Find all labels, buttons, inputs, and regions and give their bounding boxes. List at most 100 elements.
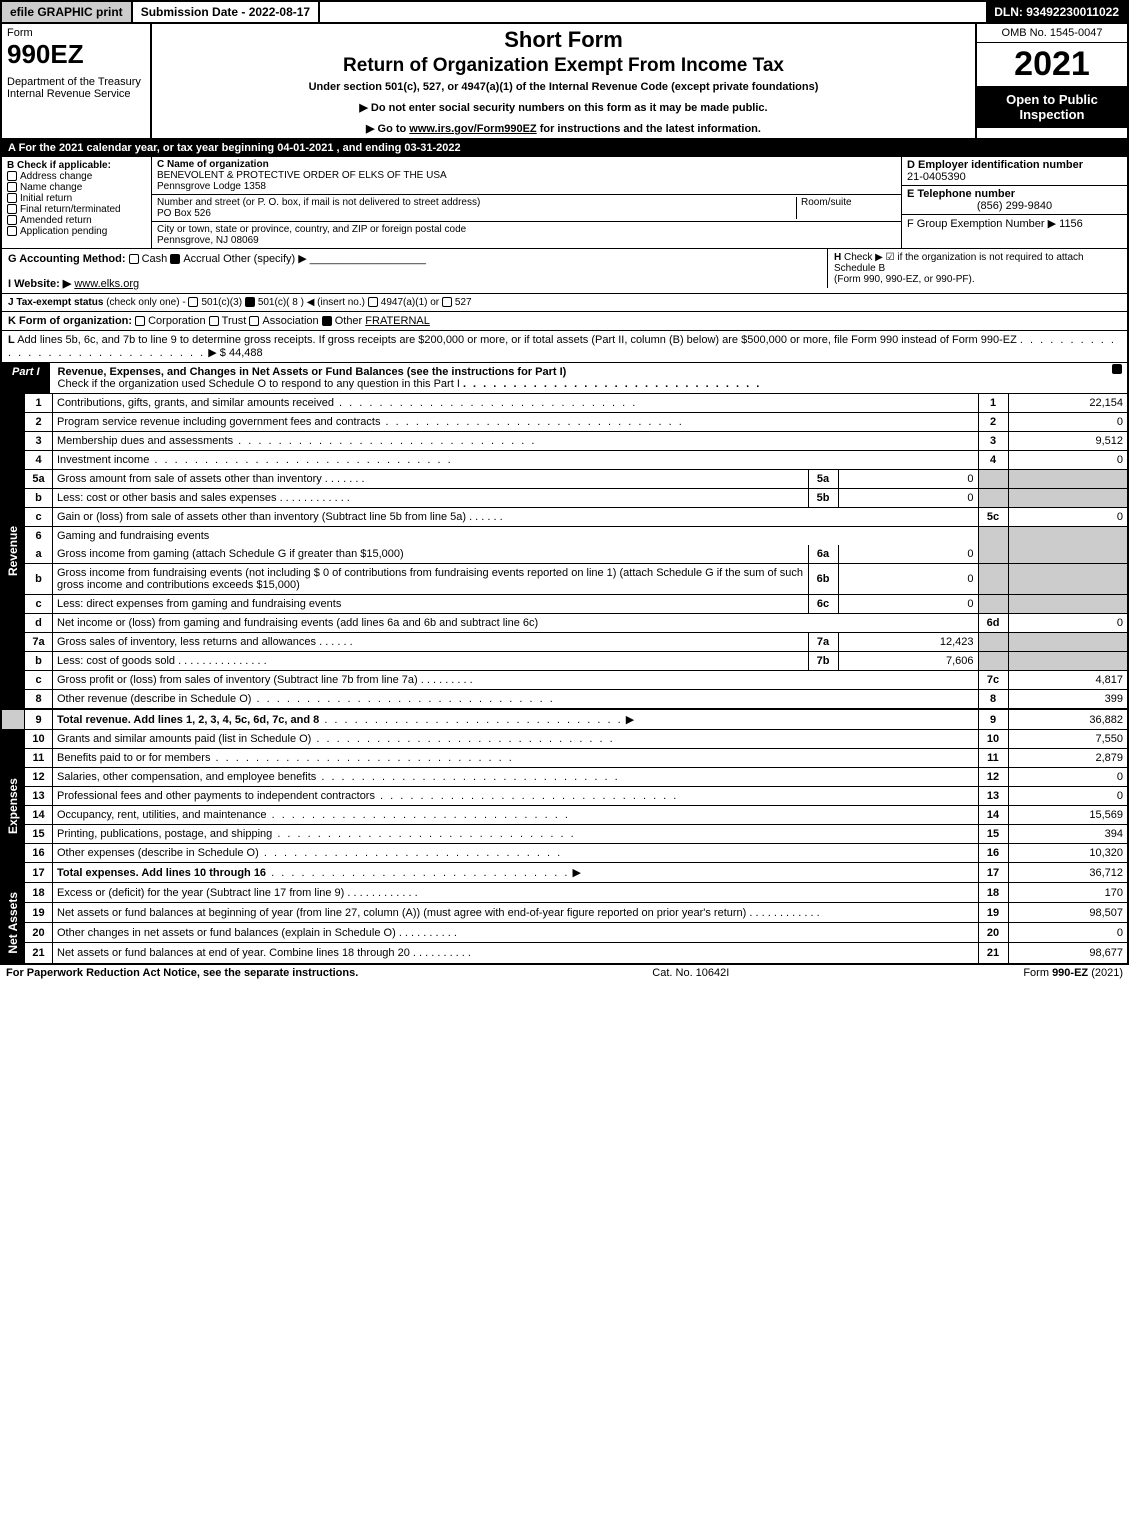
tax-year: 2021 <box>977 43 1127 86</box>
j-note: (check only one) - <box>106 297 185 308</box>
block-bcd: B Check if applicable: Address change Na… <box>0 157 1129 249</box>
line-11: 11Benefits paid to or for members112,879 <box>1 749 1128 768</box>
line-5b: bLess: cost or other basis and sales exp… <box>1 489 1128 508</box>
opt-other: Other <box>335 315 363 327</box>
chk-501c3[interactable] <box>188 297 198 307</box>
c-city-row: City or town, state or province, country… <box>152 222 901 248</box>
header-left: Form 990EZ Department of the Treasury In… <box>2 24 152 138</box>
letter-a: A <box>8 142 16 154</box>
room-suite-label: Room/suite <box>796 197 896 219</box>
header-center: Short Form Return of Organization Exempt… <box>152 24 977 138</box>
chk-527[interactable] <box>442 297 452 307</box>
line-5c: cGain or (loss) from sale of assets othe… <box>1 508 1128 527</box>
row-k-form-org: K Form of organization: Corporation Trus… <box>0 312 1129 331</box>
part1-checkbox[interactable] <box>1109 363 1127 393</box>
org-name-1: BENEVOLENT & PROTECTIVE ORDER OF ELKS OF… <box>157 170 896 181</box>
chk-amended-return[interactable]: Amended return <box>7 215 146 226</box>
chk-application-pending[interactable]: Application pending <box>7 226 146 237</box>
line-6c: cLess: direct expenses from gaming and f… <box>1 595 1128 614</box>
chk-address-change[interactable]: Address change <box>7 171 146 182</box>
form-subtitle: Under section 501(c), 527, or 4947(a)(1)… <box>158 81 969 93</box>
org-name-2: Pennsgrove Lodge 1358 <box>157 181 896 192</box>
col-b-checkboxes: B Check if applicable: Address change Na… <box>2 157 152 248</box>
line-10: Expenses 10Grants and similar amounts pa… <box>1 730 1128 749</box>
spacer <box>320 2 986 22</box>
omb-number: OMB No. 1545-0047 <box>977 24 1127 43</box>
chk-accrual[interactable] <box>170 254 180 264</box>
addr-value: PO Box 526 <box>157 208 211 219</box>
col-c-org-info: C Name of organization BENEVOLENT & PROT… <box>152 157 902 248</box>
city-value: Pennsgrove, NJ 08069 <box>157 235 259 246</box>
d-ein-row: D Employer identification number 21-0405… <box>902 157 1127 186</box>
line-7c: cGross profit or (loss) from sales of in… <box>1 671 1128 690</box>
website-link[interactable]: www.elks.org <box>74 278 139 290</box>
g-label: G Accounting Method: <box>8 253 126 265</box>
line-6d: dNet income or (loss) from gaming and fu… <box>1 614 1128 633</box>
other-label: Other (specify) <box>223 253 295 265</box>
footer-right: Form 990-EZ (2021) <box>1023 967 1123 979</box>
grp-label: F Group Exemption Number <box>907 218 1045 230</box>
chk-corp[interactable] <box>135 316 145 326</box>
tel-value: (856) 299-9840 <box>907 200 1122 212</box>
page-footer: For Paperwork Reduction Act Notice, see … <box>0 964 1129 981</box>
chk-name-change[interactable]: Name change <box>7 182 146 193</box>
line-14: 14Occupancy, rent, utilities, and mainte… <box>1 806 1128 825</box>
grp-value: 1156 <box>1059 218 1083 230</box>
chk-other[interactable] <box>322 316 332 326</box>
chk-501c[interactable] <box>245 297 255 307</box>
opt-corp: Corporation <box>148 315 205 327</box>
part1-check-text: Check if the organization used Schedule … <box>58 378 460 390</box>
l-text: Add lines 5b, 6c, and 7b to line 9 to de… <box>17 334 1017 346</box>
line-21: 21Net assets or fund balances at end of … <box>1 943 1128 963</box>
footer-mid: Cat. No. 10642I <box>652 967 729 979</box>
opt-4947: 4947(a)(1) or <box>381 297 439 308</box>
ein-value: 21-0405390 <box>907 171 966 183</box>
d-label: D Employer identification number <box>907 159 1083 171</box>
c-name-row: C Name of organization BENEVOLENT & PROT… <box>152 157 901 195</box>
line-7a: 7aGross sales of inventory, less returns… <box>1 633 1128 652</box>
chk-cash[interactable] <box>129 254 139 264</box>
side-netassets: Net Assets <box>1 883 25 964</box>
l-letter: L <box>8 334 15 346</box>
line-13: 13Professional fees and other payments t… <box>1 787 1128 806</box>
k-label: K Form of organization: <box>8 315 132 327</box>
l-amount: $ 44,488 <box>220 347 263 359</box>
short-form-title: Short Form <box>158 27 969 53</box>
line-17: 17Total expenses. Add lines 10 through 1… <box>1 863 1128 883</box>
row-l-gross-receipts: L Add lines 5b, 6c, and 7b to line 9 to … <box>0 331 1129 363</box>
chk-assoc[interactable] <box>249 316 259 326</box>
part1-header: Part I Revenue, Expenses, and Changes in… <box>0 363 1129 394</box>
chk-trust[interactable] <box>209 316 219 326</box>
row-a-tax-year: A For the 2021 calendar year, or tax yea… <box>0 140 1129 157</box>
line-16: 16Other expenses (describe in Schedule O… <box>1 844 1128 863</box>
dln-label: DLN: 93492230011022 <box>986 2 1127 22</box>
department: Department of the Treasury Internal Reve… <box>7 76 145 100</box>
line-2: 2Program service revenue including gover… <box>1 413 1128 432</box>
top-bar: efile GRAPHIC print Submission Date - 20… <box>0 0 1129 24</box>
chk-initial-return[interactable]: Initial return <box>7 193 146 204</box>
footer-left: For Paperwork Reduction Act Notice, see … <box>6 967 358 979</box>
line-15: 15Printing, publications, postage, and s… <box>1 825 1128 844</box>
chk-4947[interactable] <box>368 297 378 307</box>
tel-label: E Telephone number <box>907 188 1015 200</box>
h-text1: Check ▶ ☑ if the organization is not req… <box>834 252 1084 274</box>
efile-print-button[interactable]: efile GRAPHIC print <box>2 2 133 22</box>
accrual-label: Accrual <box>183 253 220 265</box>
line-19: 19Net assets or fund balances at beginni… <box>1 903 1128 923</box>
form-note-2: Go to www.irs.gov/Form990EZ for instruct… <box>158 122 969 135</box>
line-3: 3Membership dues and assessments 39,512 <box>1 432 1128 451</box>
line-1: Revenue 1 Contributions, gifts, grants, … <box>1 394 1128 413</box>
chk-final-return[interactable]: Final return/terminated <box>7 204 146 215</box>
irs-link[interactable]: www.irs.gov/Form990EZ <box>409 123 536 135</box>
col-d-ein: D Employer identification number 21-0405… <box>902 157 1127 248</box>
part1-tag: Part I <box>2 363 50 393</box>
opt-527: 527 <box>455 297 472 308</box>
i-label: I Website: ▶ <box>8 278 71 290</box>
row-j-tax-exempt: J Tax-exempt status (check only one) - 5… <box>0 294 1129 312</box>
side-expenses: Expenses <box>1 730 25 883</box>
city-label: City or town, state or province, country… <box>157 224 466 235</box>
opt-trust: Trust <box>222 315 247 327</box>
line-5a: 5aGross amount from sale of assets other… <box>1 470 1128 489</box>
g-accounting: G Accounting Method: Cash Accrual Other … <box>2 249 432 293</box>
line-12: 12Salaries, other compensation, and empl… <box>1 768 1128 787</box>
